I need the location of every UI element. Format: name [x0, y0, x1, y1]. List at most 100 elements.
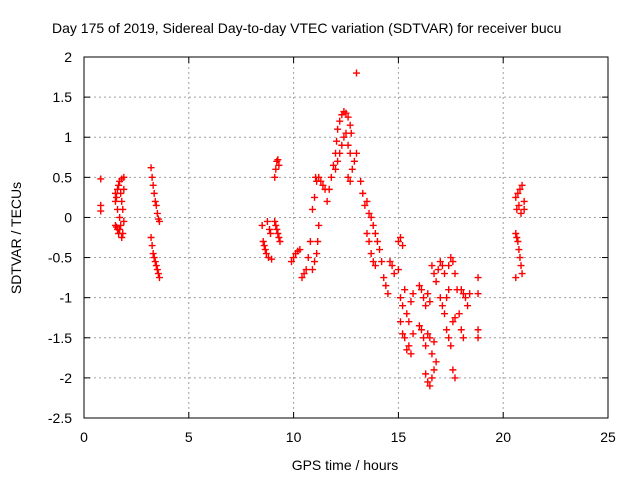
data-point	[378, 258, 386, 266]
y-axis-label: SDTVAR / TECUs	[8, 182, 24, 294]
plot-area-border	[83, 56, 609, 419]
y-tick-label: -1	[60, 290, 73, 306]
data-point	[382, 282, 390, 290]
data-point	[443, 326, 451, 334]
data-point	[342, 109, 350, 117]
data-point	[512, 229, 520, 237]
chart-title: Day 175 of 2019, Sidereal Day-to-day VTE…	[52, 20, 561, 36]
y-tick-label: -0.5	[48, 250, 72, 266]
data-point	[399, 242, 407, 250]
data-point	[300, 270, 308, 278]
data-point	[399, 330, 407, 338]
data-point	[150, 189, 158, 197]
data-point	[117, 189, 125, 197]
x-tick-label: 5	[185, 429, 193, 445]
data-point	[263, 217, 271, 225]
data-point	[422, 370, 430, 378]
y-tick-label: 1.5	[53, 89, 73, 105]
data-point	[417, 326, 425, 334]
data-point	[342, 129, 350, 137]
data-point	[432, 278, 440, 286]
data-point	[334, 125, 342, 133]
data-point	[516, 254, 524, 262]
data-point	[298, 274, 306, 282]
data-point	[97, 207, 105, 215]
data-point	[306, 238, 314, 246]
data-point	[367, 250, 375, 258]
data-point	[409, 290, 417, 298]
data-point	[445, 334, 453, 342]
x-tick-label: 25	[600, 429, 616, 445]
data-point	[147, 234, 155, 241]
data-point	[344, 141, 352, 149]
data-point	[276, 238, 284, 246]
data-point	[272, 165, 280, 173]
data-point	[513, 205, 521, 213]
data-point	[396, 234, 404, 241]
data-point	[515, 246, 523, 254]
data-point	[451, 314, 459, 322]
data-point	[386, 258, 394, 266]
data-point	[474, 326, 482, 334]
data-points	[97, 69, 528, 390]
data-point	[405, 342, 413, 350]
data-point	[308, 266, 316, 274]
data-point	[348, 165, 356, 173]
data-point	[152, 262, 160, 270]
data-point	[430, 270, 438, 278]
data-point	[155, 217, 163, 225]
y-tick-label: -2.5	[48, 410, 72, 426]
data-point	[260, 242, 268, 250]
data-point	[273, 157, 281, 165]
data-point	[426, 298, 434, 306]
data-point	[403, 310, 411, 318]
data-point	[512, 193, 520, 201]
data-point	[424, 290, 432, 298]
x-tick-label: 10	[286, 429, 302, 445]
data-point	[118, 234, 126, 241]
y-tick-label: 2	[64, 49, 72, 65]
data-point	[151, 197, 159, 205]
data-point	[464, 302, 472, 310]
data-point	[512, 274, 520, 282]
data-point	[445, 286, 453, 294]
data-point	[155, 274, 163, 282]
data-point	[436, 294, 444, 302]
data-point	[357, 177, 365, 185]
data-point	[352, 69, 360, 77]
data-point	[441, 310, 449, 318]
data-point	[268, 255, 276, 263]
data-point	[513, 234, 521, 241]
data-point	[428, 350, 436, 358]
data-point	[376, 246, 384, 254]
x-tick-label: 20	[495, 429, 511, 445]
data-point	[420, 334, 428, 342]
data-point	[443, 294, 451, 302]
data-point	[325, 185, 333, 193]
data-point	[405, 318, 413, 326]
data-point	[265, 225, 273, 233]
data-point	[148, 173, 156, 181]
data-point	[317, 177, 325, 185]
data-point	[396, 318, 404, 326]
data-point	[267, 229, 275, 237]
data-point	[346, 177, 354, 185]
data-point	[517, 209, 525, 217]
data-point	[420, 294, 428, 302]
data-point	[333, 137, 341, 145]
data-point	[327, 173, 335, 181]
data-point	[338, 141, 346, 149]
data-point	[275, 234, 283, 241]
data-point	[315, 221, 323, 229]
data-point	[274, 229, 282, 237]
data-point	[426, 334, 434, 342]
data-point	[120, 185, 128, 193]
data-point	[311, 258, 319, 266]
data-point	[428, 374, 436, 382]
data-point	[363, 229, 371, 237]
y-tick-label: 0	[64, 209, 72, 225]
data-point	[520, 205, 528, 213]
data-point	[271, 173, 279, 181]
data-point	[264, 254, 272, 262]
data-point	[459, 290, 467, 298]
